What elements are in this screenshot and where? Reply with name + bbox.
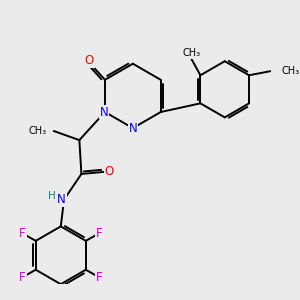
Text: O: O — [104, 165, 114, 178]
Text: O: O — [85, 54, 94, 67]
Text: CH₃: CH₃ — [28, 126, 46, 136]
Text: N: N — [57, 193, 66, 206]
Text: CH₃: CH₃ — [182, 48, 200, 59]
Text: N: N — [100, 106, 109, 118]
Text: N: N — [128, 122, 137, 135]
Text: F: F — [96, 227, 102, 240]
Text: F: F — [96, 271, 102, 284]
Text: F: F — [19, 227, 26, 240]
Text: CH₃: CH₃ — [281, 66, 299, 76]
Text: H: H — [48, 191, 56, 201]
Text: F: F — [19, 271, 26, 284]
